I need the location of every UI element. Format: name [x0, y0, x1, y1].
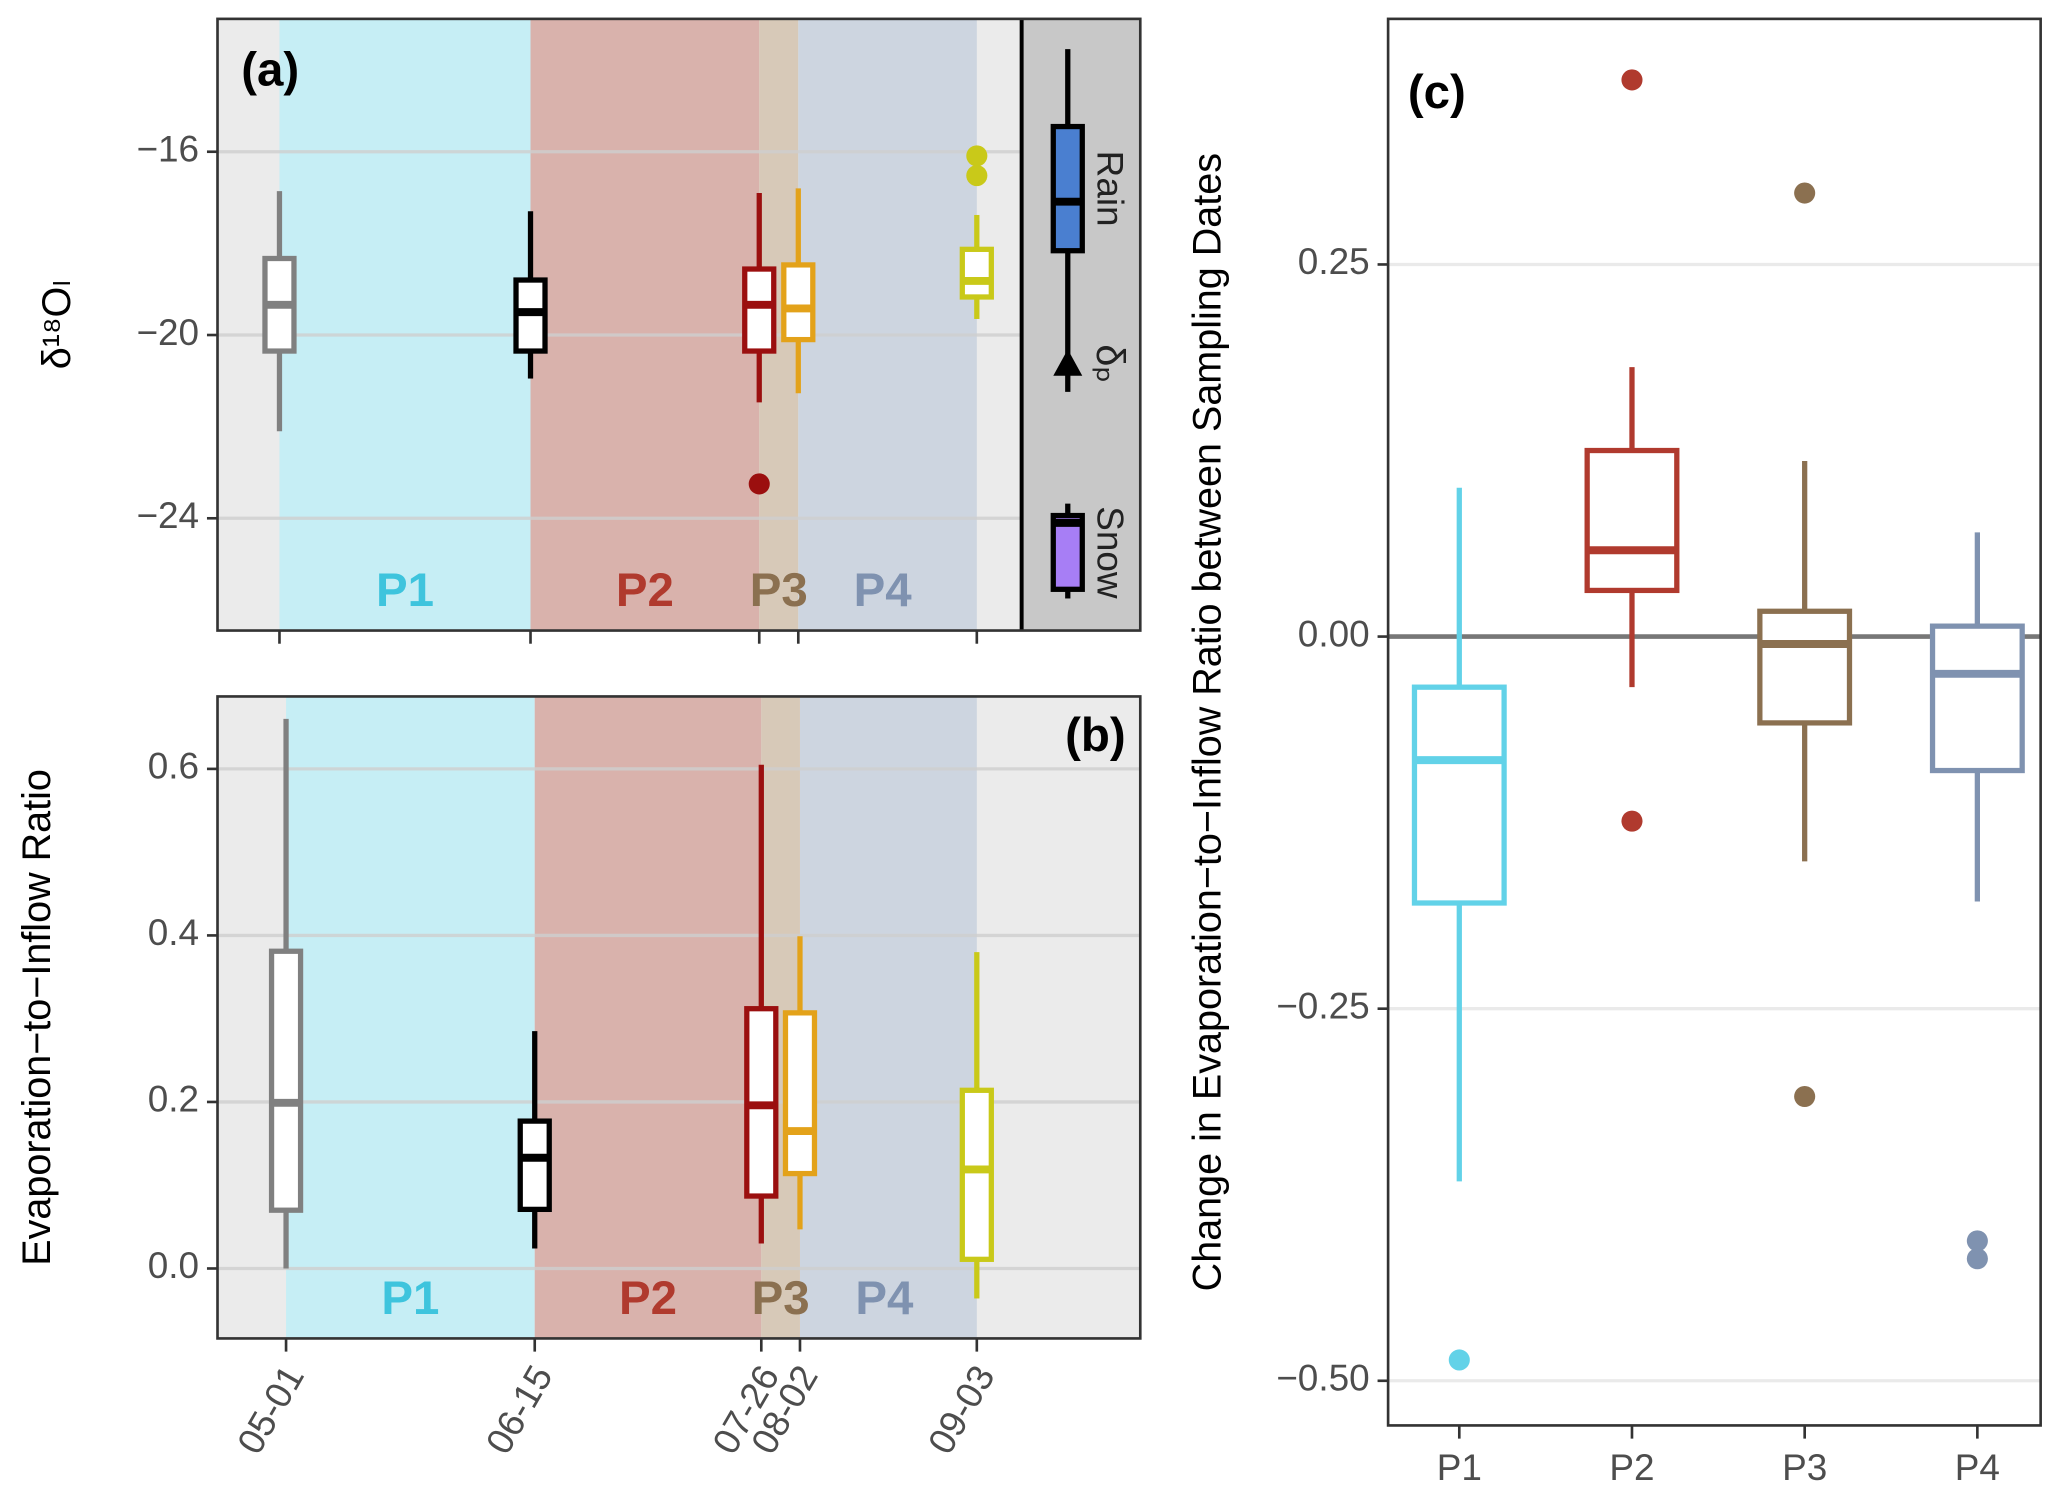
period-band	[799, 696, 977, 1339]
box	[268, 948, 304, 1213]
y-axis-label: Change in Evaporation−to−Inflow Ratio be…	[1186, 153, 1230, 1291]
panel-border	[216, 17, 1142, 632]
box	[1050, 512, 1085, 592]
outlier	[1794, 182, 1816, 204]
box	[1584, 447, 1680, 594]
legend-label: Rain	[1090, 151, 1131, 227]
period-label: P4	[855, 1272, 914, 1325]
y-axis-label: Evaporation−to−Inflow Ratio	[15, 769, 59, 1266]
y-tick-label: −16	[136, 128, 199, 169]
outlier	[1966, 1248, 1988, 1270]
panel-border	[1386, 17, 2042, 1427]
y-tick-label: −24	[136, 495, 199, 536]
period-band	[530, 18, 760, 631]
x-tick-label: P1	[1437, 1447, 1482, 1488]
box	[1929, 623, 2025, 774]
box	[1411, 684, 1507, 906]
panel-label: (c)	[1408, 66, 1466, 119]
y-tick-label: −20	[136, 312, 199, 353]
x-tick-label: P2	[1609, 1447, 1654, 1488]
box	[959, 246, 994, 300]
y-tick-label: 0.2	[148, 1079, 199, 1120]
legend-label: Snow	[1090, 506, 1131, 599]
box	[742, 266, 777, 354]
period-label: P1	[381, 1272, 439, 1325]
box	[517, 1118, 552, 1213]
box	[1050, 123, 1085, 254]
panel-label: (a)	[241, 43, 299, 96]
panel-label: (b)	[1065, 709, 1126, 762]
outlier	[966, 145, 988, 167]
period-label: P1	[376, 564, 434, 617]
box	[1757, 608, 1853, 726]
outlier	[1794, 1085, 1816, 1108]
outlier	[966, 165, 988, 187]
box	[959, 1087, 994, 1262]
outlier	[1621, 810, 1643, 832]
period-label: P4	[854, 564, 913, 617]
y-tick-label: −0.25	[1276, 985, 1369, 1026]
x-tick-label: 06-15	[478, 1358, 561, 1460]
x-tick-label: 09-03	[920, 1358, 1003, 1460]
box	[781, 262, 816, 343]
outlier	[1621, 69, 1643, 91]
period-band	[286, 696, 535, 1339]
period-label: P3	[752, 1272, 810, 1325]
period-band	[798, 18, 977, 631]
x-tick-label: P3	[1782, 1447, 1827, 1488]
period-band	[534, 696, 762, 1339]
outlier	[1448, 1349, 1470, 1371]
period-label: P2	[616, 564, 674, 617]
legend-marker	[1053, 349, 1083, 376]
box	[782, 1010, 818, 1177]
period-label: P2	[619, 1272, 677, 1325]
y-axis-label: δ¹⁸Oₗ	[35, 280, 79, 369]
y-tick-label: 0.4	[148, 912, 199, 953]
outlier	[748, 473, 770, 495]
outlier	[1966, 1230, 1988, 1252]
y-tick-label: −0.50	[1276, 1358, 1369, 1399]
y-tick-label: 0.25	[1298, 241, 1370, 282]
y-tick-label: 0.6	[148, 746, 199, 787]
x-tick-label: 05-01	[229, 1358, 312, 1460]
period-band	[279, 18, 531, 631]
panel-border	[216, 695, 1142, 1340]
y-tick-label: 0.00	[1298, 613, 1370, 654]
period-label: P3	[750, 564, 808, 617]
x-tick-label: P4	[1955, 1447, 2000, 1488]
y-tick-label: 0.0	[148, 1245, 199, 1286]
legend-label: δₚ	[1088, 344, 1132, 383]
